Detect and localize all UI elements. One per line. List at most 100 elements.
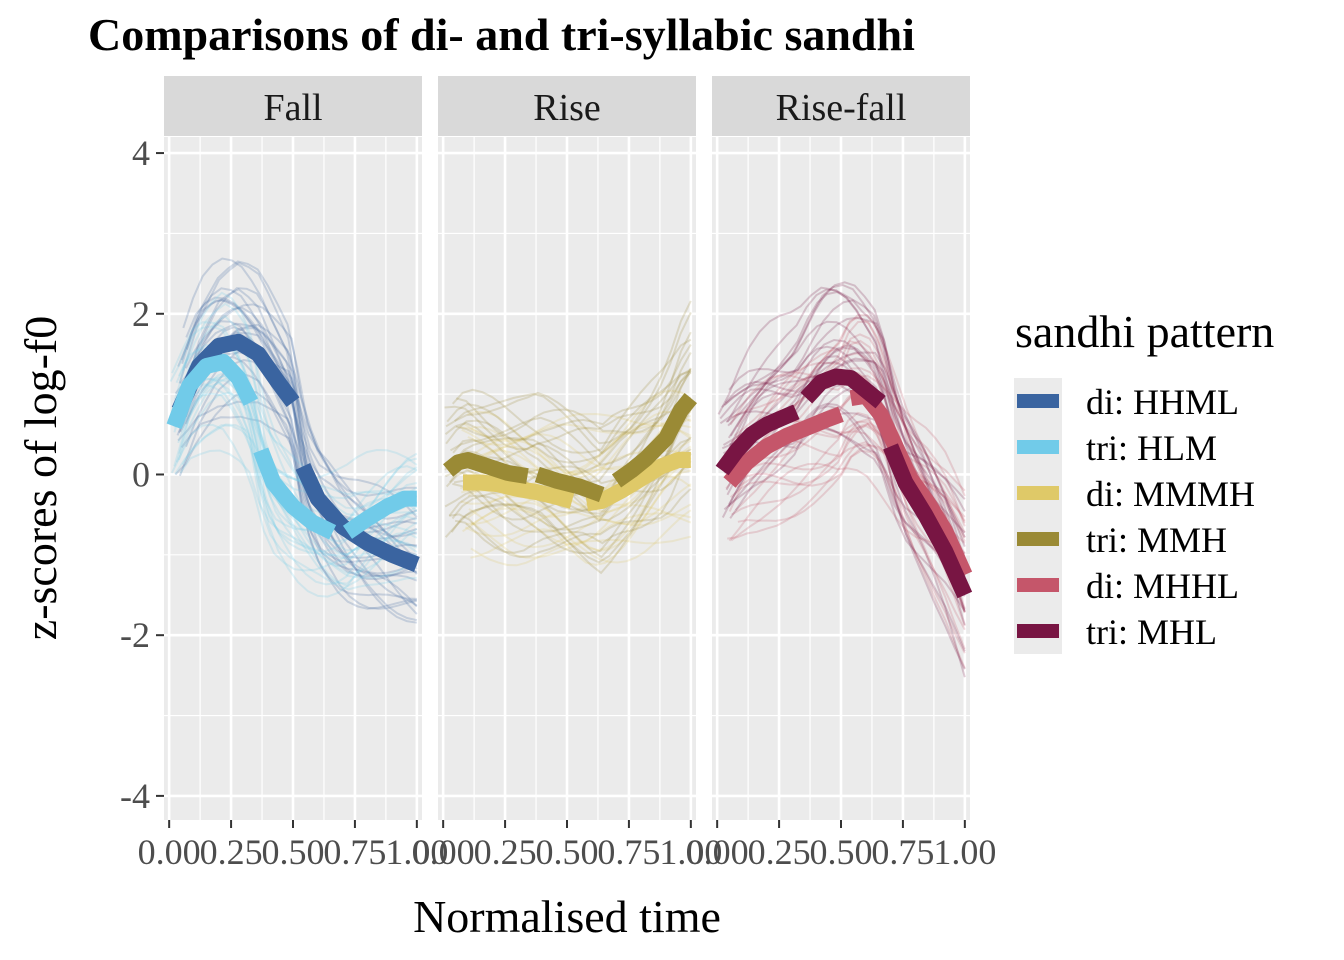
contour-line bbox=[181, 287, 418, 562]
x-tick-label: 0.25 bbox=[474, 832, 537, 872]
facet-panels: Fall0.000.250.500.751.00Rise0.000.250.50… bbox=[120, 76, 996, 872]
contour-line bbox=[737, 449, 966, 631]
contour-line bbox=[466, 483, 692, 526]
contour-line bbox=[173, 374, 418, 586]
x-tick-label: 0.50 bbox=[536, 832, 599, 872]
x-tick-label: 0.50 bbox=[810, 832, 873, 872]
contour-line bbox=[185, 303, 418, 538]
facet-label: Rise-fall bbox=[776, 87, 907, 129]
contour-line bbox=[727, 440, 966, 654]
y-tick-label: -2 bbox=[120, 615, 150, 655]
contour-line bbox=[729, 375, 966, 512]
contour-line bbox=[180, 320, 418, 608]
facet-strip bbox=[438, 76, 696, 136]
legend-label: di: MHHL bbox=[1086, 566, 1239, 606]
contour-line bbox=[182, 257, 418, 518]
legend-label: tri: MMH bbox=[1086, 520, 1227, 560]
legend-label: di: MMMH bbox=[1086, 474, 1255, 514]
contour-line bbox=[730, 411, 966, 669]
series-tri-mmh bbox=[443, 393, 697, 503]
legend-entry: tri: MMH bbox=[1017, 520, 1227, 560]
contour-line bbox=[463, 412, 692, 443]
contour-line bbox=[172, 374, 418, 510]
facet-strip bbox=[712, 76, 970, 136]
contour-line bbox=[180, 298, 418, 615]
contour-line bbox=[448, 451, 692, 555]
legend-title: sandhi pattern bbox=[1015, 306, 1274, 357]
contour-line bbox=[451, 401, 692, 559]
x-tick-label: 0.75 bbox=[597, 832, 660, 872]
contour-line bbox=[177, 400, 417, 600]
legend-entry: tri: MHL bbox=[1017, 612, 1217, 652]
contour-line bbox=[178, 372, 417, 610]
y-tick-label: -4 bbox=[120, 776, 150, 816]
contour-line bbox=[454, 453, 692, 554]
y-axis-label: z-scores of log-f0 bbox=[15, 316, 66, 640]
series-line-segment bbox=[443, 452, 529, 484]
x-tick-label: 1.00 bbox=[659, 832, 722, 872]
legend-label: di: HHML bbox=[1086, 382, 1239, 422]
contour-line bbox=[470, 535, 692, 567]
contour-line bbox=[470, 465, 692, 552]
x-tick-label: 1.00 bbox=[385, 832, 448, 872]
series-line-segment bbox=[715, 404, 800, 476]
y-tick-label: 0 bbox=[132, 454, 150, 494]
x-tick-label: 0.75 bbox=[871, 832, 934, 872]
contour-line bbox=[461, 424, 692, 480]
contour-line bbox=[450, 352, 692, 466]
contour-line bbox=[177, 260, 417, 497]
contour-line bbox=[730, 314, 966, 539]
legend: sandhi pattern di: HHML tri: HLM di: MMMH t… bbox=[1014, 306, 1274, 654]
facet-panel-fall: Fall 0.000.250.500.751.00 bbox=[138, 76, 448, 872]
contour-line bbox=[444, 368, 692, 451]
contour-line bbox=[173, 383, 418, 536]
contour-line bbox=[734, 395, 966, 595]
contour-line bbox=[444, 436, 692, 564]
series-tri-hlm bbox=[166, 354, 417, 540]
contour-line bbox=[182, 306, 417, 530]
series-line-segment bbox=[800, 368, 886, 409]
chart-title: Comparisons of di- and tri-syllabic sand… bbox=[88, 9, 915, 60]
contour-line bbox=[731, 418, 966, 650]
legend-entry: di: MHHL bbox=[1017, 566, 1239, 606]
contour-line bbox=[448, 488, 692, 559]
contour-line bbox=[175, 287, 417, 577]
contour-line bbox=[723, 281, 966, 564]
contour-line bbox=[726, 288, 966, 538]
contour-line bbox=[721, 299, 966, 585]
facet-label: Fall bbox=[263, 87, 322, 129]
contour-line bbox=[725, 419, 966, 522]
x-tick-label: 0.00 bbox=[138, 832, 201, 872]
series-line-segment bbox=[723, 406, 844, 488]
x-tick-label: 0.50 bbox=[262, 832, 325, 872]
series-line-segment bbox=[534, 466, 605, 503]
facet-strip bbox=[164, 76, 422, 136]
contour-line bbox=[456, 344, 692, 441]
contour-line bbox=[452, 371, 692, 511]
contour-line bbox=[467, 406, 692, 446]
legend-entry: tri: HLM bbox=[1017, 428, 1217, 468]
contour-line bbox=[467, 389, 692, 476]
series-tri-mhl bbox=[715, 368, 973, 599]
contour-line bbox=[445, 311, 692, 445]
contour-line bbox=[446, 370, 692, 464]
contour-line bbox=[181, 424, 418, 575]
contour-line bbox=[171, 321, 418, 500]
contour-line bbox=[455, 370, 692, 438]
contour-line bbox=[736, 367, 966, 527]
contour-line bbox=[734, 339, 966, 492]
contour-line bbox=[454, 300, 692, 455]
contour-line bbox=[727, 402, 966, 579]
contour-line bbox=[464, 503, 692, 538]
series-line-segment bbox=[883, 443, 973, 599]
contour-line bbox=[724, 351, 966, 547]
contour-line bbox=[181, 392, 417, 591]
contour-line bbox=[728, 462, 966, 571]
series-line-segment bbox=[463, 474, 575, 509]
series-line-segment bbox=[585, 452, 691, 512]
contour-line bbox=[185, 296, 418, 570]
x-tick-label: 0.00 bbox=[412, 832, 475, 872]
contour-line bbox=[451, 338, 692, 454]
contour-line bbox=[177, 391, 418, 588]
